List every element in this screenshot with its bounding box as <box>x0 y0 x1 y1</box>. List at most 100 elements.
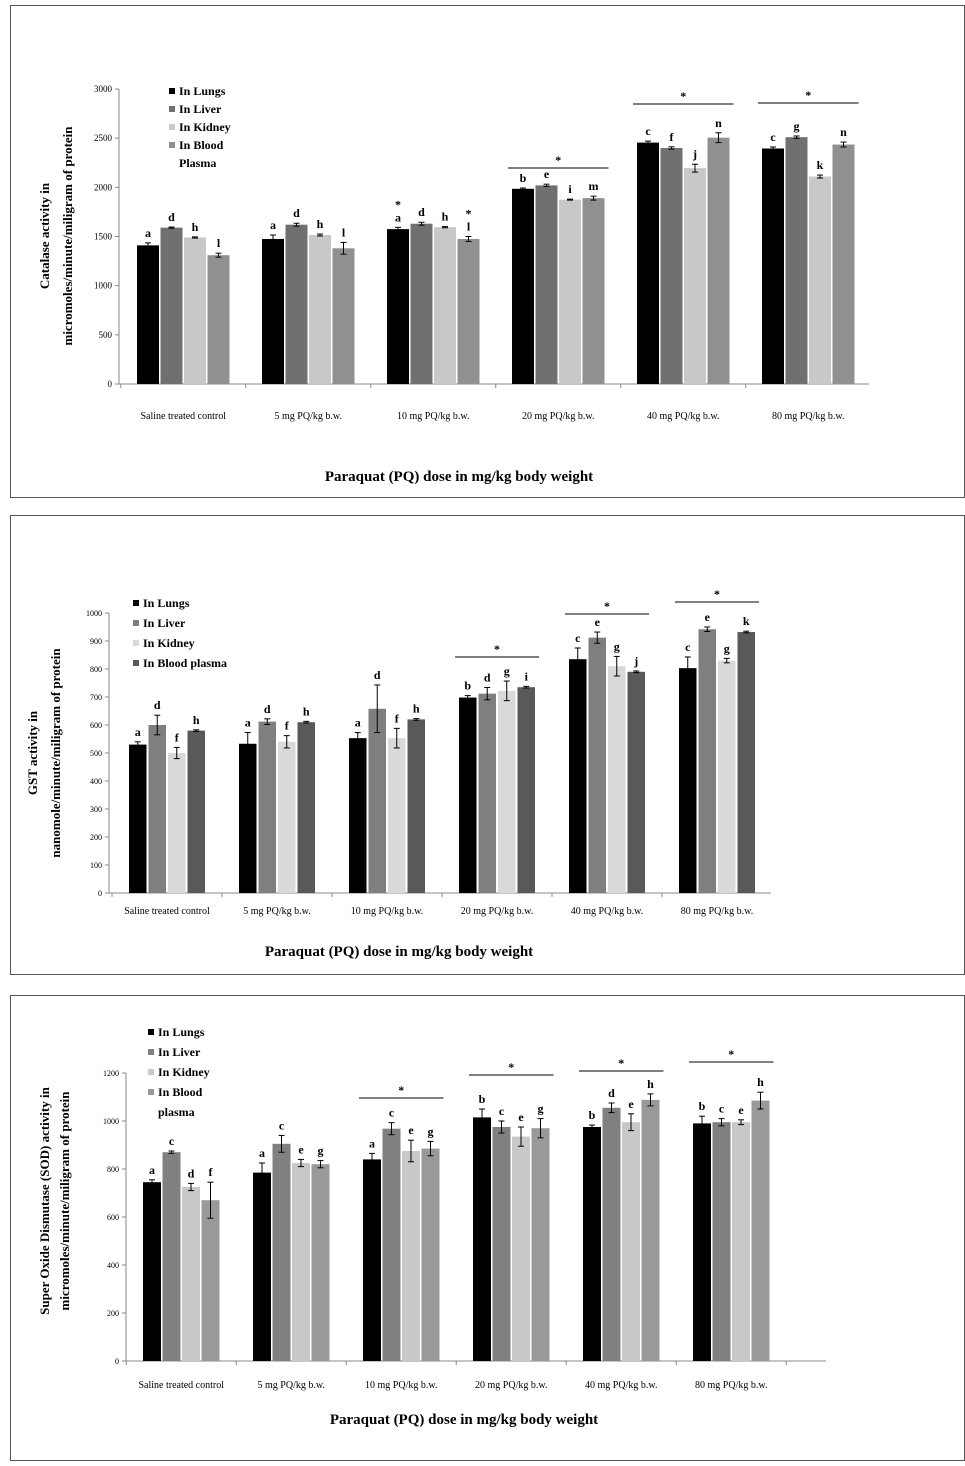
significance-letter: g <box>538 1102 544 1116</box>
bar <box>239 743 257 893</box>
asterisk-mark: * <box>466 207 472 221</box>
y-tick-label: 1500 <box>94 232 113 242</box>
y-tick-label: 400 <box>90 777 102 786</box>
significance-letter: g <box>504 664 510 678</box>
significance-letter: e <box>705 610 711 624</box>
legend-label: In Liver <box>158 1045 201 1059</box>
significance-letter: f <box>175 730 180 744</box>
significance-letter: a <box>149 1163 155 1177</box>
y-axis-label: micromoles/minute/miligram of protein <box>57 1091 72 1311</box>
significance-letter: a <box>369 1136 375 1150</box>
bar <box>473 1117 491 1361</box>
significance-letter: d <box>264 702 271 716</box>
significance-asterisk: * <box>805 88 811 102</box>
y-tick-label: 100 <box>90 861 102 870</box>
legend-label: In Lungs <box>143 596 190 610</box>
bar <box>434 227 456 384</box>
bar <box>201 1200 220 1361</box>
bar <box>292 1163 310 1361</box>
significance-letter: d <box>374 668 381 682</box>
significance-letter: n <box>715 116 722 130</box>
bar <box>809 176 831 384</box>
category-label: Saline treated control <box>138 1380 224 1391</box>
category-label: 10 mg PQ/kg b.w. <box>365 1380 437 1391</box>
bar <box>402 1151 420 1361</box>
y-axis-label: micromoles/minute/miligram of protein <box>60 126 75 346</box>
legend-swatch <box>169 88 175 94</box>
legend-swatch <box>148 1069 154 1075</box>
bar <box>679 668 697 893</box>
bar <box>751 1100 770 1361</box>
significance-letter: g <box>428 1124 434 1138</box>
significance-letter: e <box>408 1123 414 1137</box>
legend-swatch <box>133 620 139 626</box>
significance-letter: a <box>259 1146 265 1160</box>
significance-letter: b <box>464 679 471 693</box>
bar <box>785 137 808 384</box>
legend-label: plasma <box>158 1105 195 1119</box>
y-tick-label: 600 <box>107 1213 119 1222</box>
legend-swatch <box>148 1089 154 1095</box>
y-tick-label: 3000 <box>94 84 113 94</box>
y-tick-label: 600 <box>90 721 102 730</box>
significance-letter: a <box>135 725 141 739</box>
legend-label: In Blood <box>179 138 224 152</box>
significance-letter: d <box>608 1086 615 1100</box>
bar <box>311 1164 330 1361</box>
bar <box>588 637 606 893</box>
significance-letter: h <box>442 210 449 224</box>
significance-letter: j <box>692 147 697 161</box>
y-tick-label: 700 <box>90 693 102 702</box>
bar <box>207 255 230 384</box>
gst-chart: 0 100 200 300 400 500 600 700 800 900 1000 Saline t… <box>25 587 771 960</box>
significance-letter: f <box>209 1165 214 1179</box>
significance-letter: c <box>719 1102 725 1116</box>
legend-swatch <box>133 600 139 606</box>
y-tick-label: 0 <box>98 889 102 898</box>
category-label: Saline treated control <box>140 411 226 422</box>
x-axis-label: Paraquat (PQ) dose in mg/kg body weight <box>265 944 533 960</box>
y-tick-label: 200 <box>90 833 102 842</box>
legend-label: In Lungs <box>158 1025 205 1039</box>
bar <box>368 708 386 893</box>
legend-label: In Kidney <box>158 1065 210 1079</box>
significance-letter: m <box>589 179 599 193</box>
significance-letter: a <box>270 218 276 232</box>
bar <box>559 199 581 384</box>
category-label: 20 mg PQ/kg b.w. <box>461 906 533 917</box>
bar <box>718 660 736 893</box>
y-axis-label: Super Oxide Dismutase (SOD) activity in <box>37 1086 52 1314</box>
significance-letter: g <box>318 1144 324 1158</box>
significance-letter: a <box>145 226 151 240</box>
category-label: 20 mg PQ/kg b.w. <box>522 411 594 422</box>
legend-swatch <box>169 142 175 148</box>
bar <box>262 238 284 384</box>
significance-letter: l <box>342 225 346 239</box>
category-label: 40 mg PQ/kg b.w. <box>571 906 643 917</box>
bar <box>129 744 147 893</box>
y-tick-label: 1000 <box>103 1117 119 1126</box>
significance-letter: a <box>245 716 251 730</box>
significance-letter: h <box>757 1075 764 1089</box>
legend-label: In Blood <box>158 1085 203 1099</box>
significance-letter: g <box>794 119 800 133</box>
category-label: 80 mg PQ/kg b.w. <box>695 1380 767 1391</box>
bar <box>569 659 587 893</box>
significance-letter: j <box>633 654 638 668</box>
significance-letter: e <box>544 167 550 181</box>
legend-label: In Kidney <box>143 636 195 650</box>
legend-label: In Lungs <box>179 84 226 98</box>
bar <box>421 1148 440 1361</box>
significance-letter: c <box>389 1106 395 1120</box>
significance-letter: f <box>670 130 675 144</box>
bar <box>832 144 855 384</box>
y-tick-label: 2000 <box>94 182 113 192</box>
category-label: 5 mg PQ/kg b.w. <box>258 1380 325 1391</box>
significance-letter: n <box>840 125 847 139</box>
bar <box>253 1172 271 1361</box>
bar <box>637 142 659 384</box>
bar <box>641 1099 660 1361</box>
significance-letter: b <box>520 171 527 185</box>
bar <box>627 671 645 893</box>
category-label: 40 mg PQ/kg b.w. <box>647 411 719 422</box>
